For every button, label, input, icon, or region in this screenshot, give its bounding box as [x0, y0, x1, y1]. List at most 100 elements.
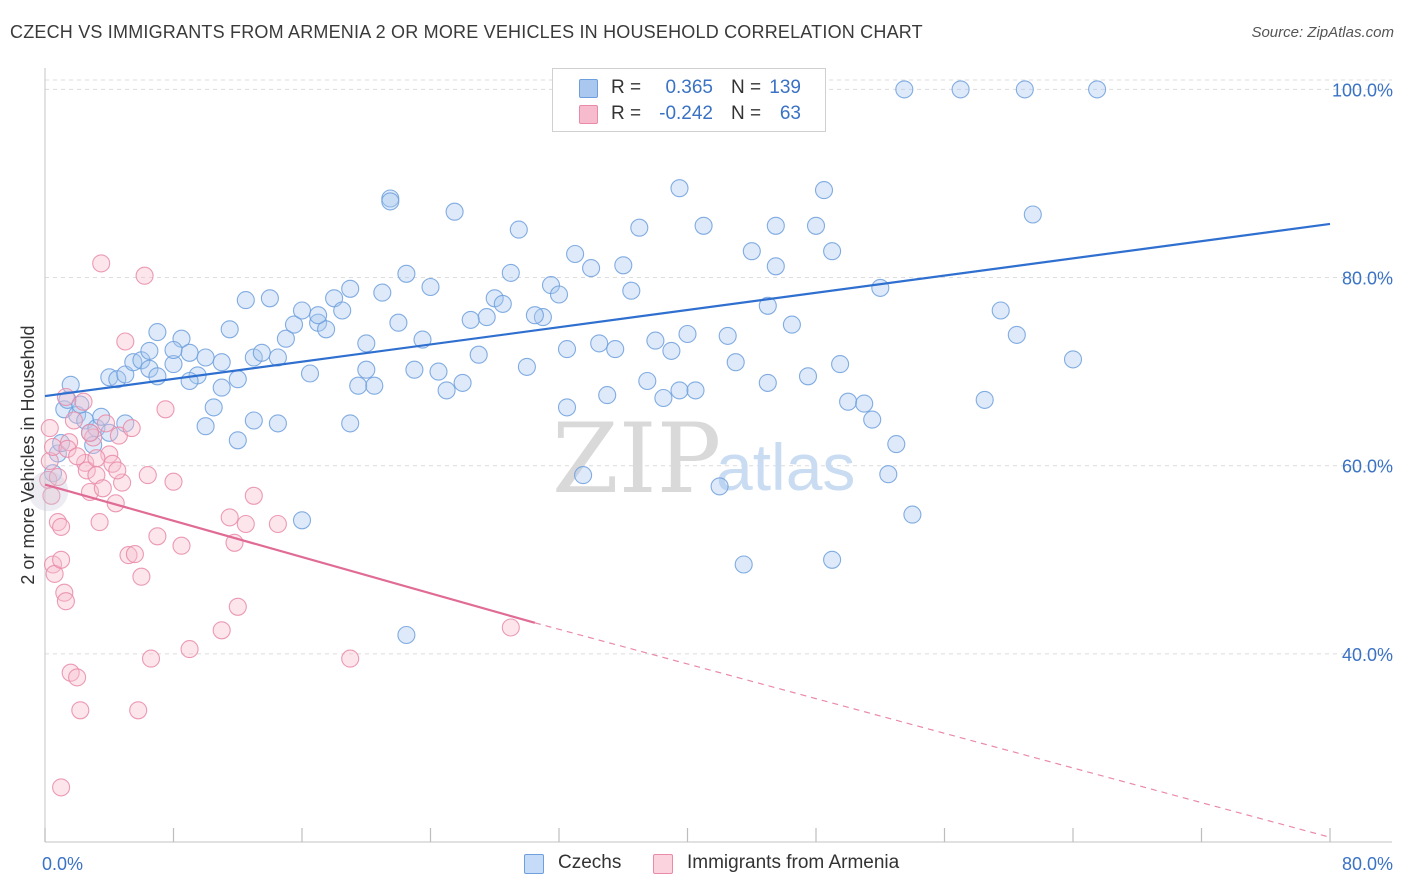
point-armenia [268, 514, 287, 534]
point-armenia [141, 649, 161, 668]
point-armenia [43, 437, 63, 456]
point-czechs [164, 340, 183, 360]
point-czechs [525, 306, 544, 325]
point-czechs [140, 341, 159, 360]
point-czechs [566, 244, 585, 264]
point-czechs [477, 308, 496, 327]
point-armenia [64, 411, 83, 430]
point-czechs [582, 259, 601, 278]
point-czechs [895, 80, 914, 99]
point-czechs [606, 340, 625, 359]
point-armenia [122, 419, 141, 438]
point-czechs [670, 179, 689, 198]
point-armenia [108, 461, 127, 480]
point-czechs [397, 625, 416, 645]
bottom-legend-swatch-armenia [653, 854, 673, 874]
chart-source: Source: ZipAtlas.com [1251, 24, 1394, 41]
point-czechs [357, 360, 376, 379]
point-czechs [461, 310, 480, 329]
point-armenia [48, 513, 67, 532]
point-czechs [662, 341, 681, 360]
point-armenia [56, 387, 75, 407]
point-armenia [156, 400, 175, 419]
point-armenia [116, 332, 135, 351]
chart-title: CZECH VS IMMIGRANTS FROM ARMENIA 2 OR MO… [10, 22, 923, 42]
point-czechs [670, 381, 689, 400]
point-czechs [766, 257, 785, 276]
point-armenia [40, 419, 59, 438]
point-czechs [622, 281, 641, 300]
legend-row-armenia: R = -0.242 N = 63 [553, 101, 825, 127]
point-czechs [357, 334, 376, 353]
point-czechs [638, 371, 657, 391]
point-czechs [389, 313, 408, 332]
point-czechs [855, 394, 874, 413]
point-czechs [309, 306, 328, 325]
point-armenia [132, 567, 151, 586]
point-czechs [196, 348, 215, 367]
point-czechs [212, 378, 231, 397]
legend-r-value: 0.365 [665, 77, 713, 98]
point-czechs [437, 381, 456, 400]
point-armenia [61, 663, 80, 682]
point-czechs [453, 373, 472, 392]
point-armenia [52, 517, 71, 536]
point-czechs [710, 477, 729, 496]
point-czechs [871, 278, 890, 297]
point-czechs [148, 323, 167, 342]
point-czechs [469, 345, 488, 364]
point-armenia [138, 466, 157, 485]
point-czechs [814, 181, 834, 200]
point-czechs [381, 192, 400, 211]
point-czechs [292, 301, 312, 320]
point-czechs [734, 555, 753, 574]
point-armenia [341, 649, 360, 668]
point-armenia [164, 472, 183, 491]
point-armenia [106, 494, 125, 513]
point-czechs [341, 279, 360, 298]
point-czechs [678, 324, 697, 344]
point-czechs [268, 348, 287, 367]
point-czechs [742, 242, 761, 261]
point-armenia [135, 266, 154, 285]
point-czechs [903, 505, 922, 524]
watermark-atlas: atlas [716, 430, 855, 504]
point-czechs [204, 398, 223, 417]
point-armenia [125, 545, 144, 564]
point-armenia [87, 449, 106, 468]
point-armenia [68, 668, 87, 687]
point-czechs [782, 315, 801, 334]
point-czechs [349, 376, 368, 395]
point-czechs [694, 216, 713, 235]
point-armenia [40, 451, 59, 471]
point-czechs [284, 315, 304, 334]
point-czechs [493, 294, 512, 313]
point-czechs [975, 390, 994, 409]
point-armenia [236, 514, 255, 534]
point-czechs [831, 355, 850, 374]
point-czechs [951, 80, 970, 99]
trendline-czechs [44, 222, 1331, 398]
point-armenia [56, 592, 75, 611]
point-czechs [365, 376, 384, 395]
point-czechs [333, 301, 352, 320]
point-czechs [236, 291, 255, 310]
point-czechs [260, 289, 279, 308]
point-czechs [1023, 205, 1042, 224]
x-tick-label: 0.0% [42, 854, 83, 874]
point-czechs [806, 216, 826, 235]
point-czechs [509, 220, 528, 239]
point-armenia [74, 392, 93, 411]
legend-r-value: -0.242 [659, 103, 713, 124]
legend-n-label: N = [731, 103, 762, 124]
point-armenia [180, 640, 199, 659]
point-czechs [614, 256, 633, 275]
watermark-zip: ZIP [552, 403, 721, 515]
legend-swatch-czechs [579, 79, 598, 98]
point-armenia [244, 486, 263, 505]
point-czechs [397, 264, 416, 283]
point-armenia [52, 778, 71, 797]
legend-row-czechs: R = 0.365 N = 139 [553, 75, 825, 101]
point-armenia [58, 439, 77, 458]
